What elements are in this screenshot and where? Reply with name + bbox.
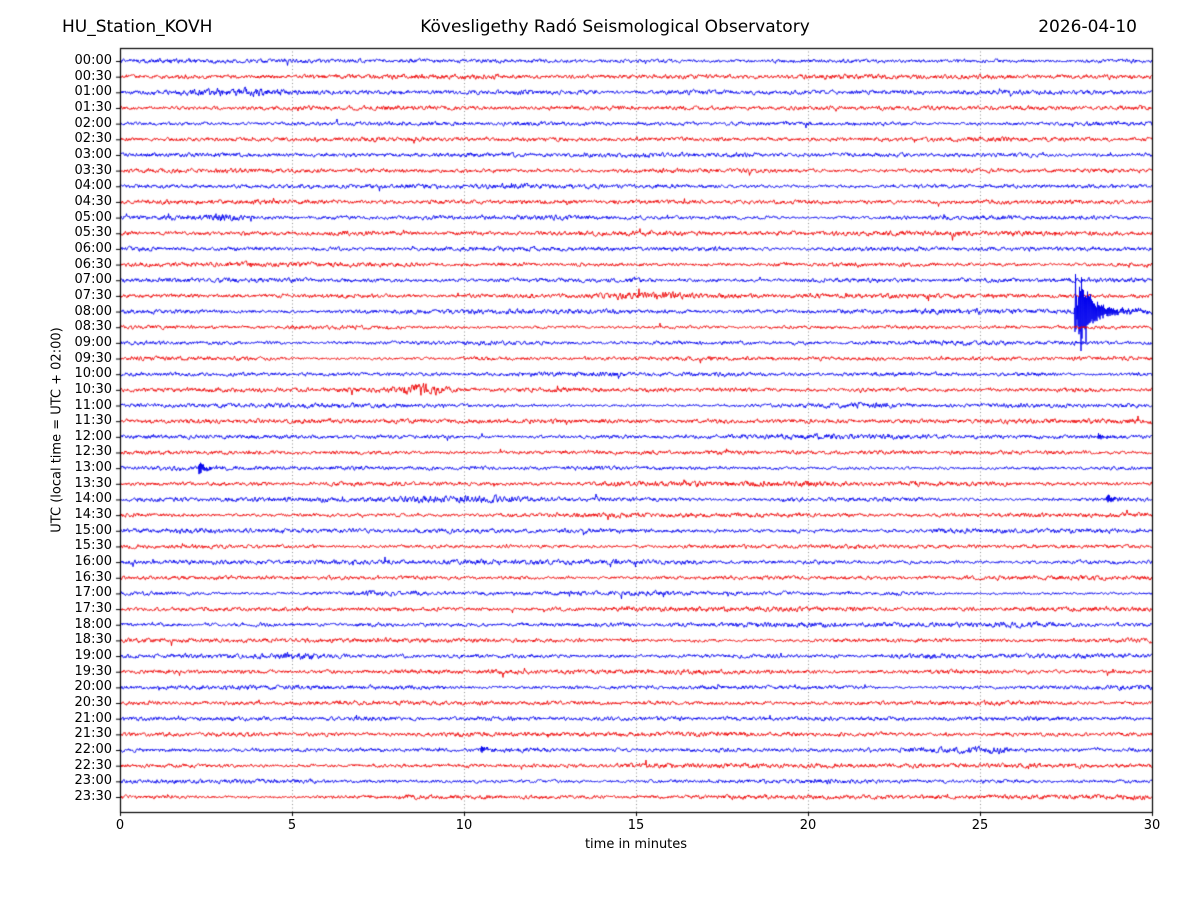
y-tick-label: 18:30	[74, 632, 112, 648]
y-tick-label: 07:00	[74, 272, 112, 288]
y-tick-label: 09:30	[74, 350, 112, 366]
y-tick-label: 02:00	[74, 115, 112, 131]
y-tick-label: 06:00	[74, 240, 112, 256]
y-tick-label: 23:00	[74, 773, 112, 789]
y-tick-label: 14:30	[74, 507, 112, 523]
y-tick-label: 03:30	[74, 162, 112, 178]
y-tick-label: 18:00	[74, 616, 112, 632]
y-tick-label: 11:00	[74, 397, 112, 413]
y-tick-label: 16:00	[74, 554, 112, 570]
station-title: HU_Station_KOVH	[62, 17, 213, 37]
x-tick-label: 10	[455, 818, 473, 833]
y-tick-label: 08:00	[74, 303, 112, 319]
y-tick-label: 13:00	[74, 460, 112, 476]
y-tick-label: 23:30	[74, 789, 112, 804]
x-tick-label: 15	[627, 818, 645, 833]
y-tick-label: 10:00	[74, 366, 112, 382]
y-tick-label: 15:00	[74, 522, 112, 538]
y-tick-label: 04:30	[74, 193, 112, 209]
y-tick-label: 03:00	[74, 146, 112, 162]
y-tick-label: 12:00	[74, 428, 112, 444]
y-tick-label: 22:00	[74, 742, 112, 758]
x-tick-label: 25	[971, 818, 989, 833]
y-tick-label: 12:30	[74, 444, 112, 460]
y-tick-label: 04:00	[74, 178, 112, 194]
y-tick-label: 13:30	[74, 475, 112, 491]
y-tick-label: 05:00	[74, 209, 112, 225]
y-tick-label: 06:30	[74, 256, 112, 272]
y-tick-label: 08:30	[74, 319, 112, 335]
x-tick-label: 0	[115, 818, 125, 833]
x-tick-label: 20	[799, 818, 817, 833]
x-axis-label: time in minutes	[584, 837, 688, 852]
y-tick-label: 14:00	[74, 491, 112, 507]
x-tick-label: 30	[1143, 818, 1161, 833]
x-tick-label: 5	[287, 818, 297, 833]
y-tick-label: 20:30	[74, 695, 112, 711]
y-tick-label: 22:30	[74, 757, 112, 773]
y-tick-label: 21:00	[74, 710, 112, 726]
y-tick-label: 16:30	[74, 569, 112, 585]
y-tick-label: 00:30	[74, 68, 112, 84]
y-tick-label: 17:00	[74, 585, 112, 601]
date-title: 2026-04-10	[1038, 17, 1137, 37]
y-tick-label: 07:30	[74, 287, 112, 303]
y-tick-label: 10:30	[74, 381, 112, 397]
y-tick-label: 21:30	[74, 726, 112, 742]
y-tick-label: 05:30	[74, 225, 112, 241]
y-tick-label: 00:00	[74, 53, 112, 68]
y-tick-label: 01:30	[74, 99, 112, 115]
y-tick-label: 19:30	[74, 663, 112, 679]
y-tick-label: 20:00	[74, 679, 112, 695]
observatory-title: Kövesligethy Radó Seismological Observat…	[420, 17, 810, 37]
y-tick-label: 01:00	[74, 84, 112, 100]
y-tick-label: 15:30	[74, 538, 112, 554]
y-tick-label: 02:30	[74, 131, 112, 147]
y-tick-label: 09:00	[74, 334, 112, 350]
y-tick-label: 11:30	[74, 413, 112, 429]
y-tick-label: 17:30	[74, 601, 112, 617]
y-tick-label: 19:00	[74, 648, 112, 664]
